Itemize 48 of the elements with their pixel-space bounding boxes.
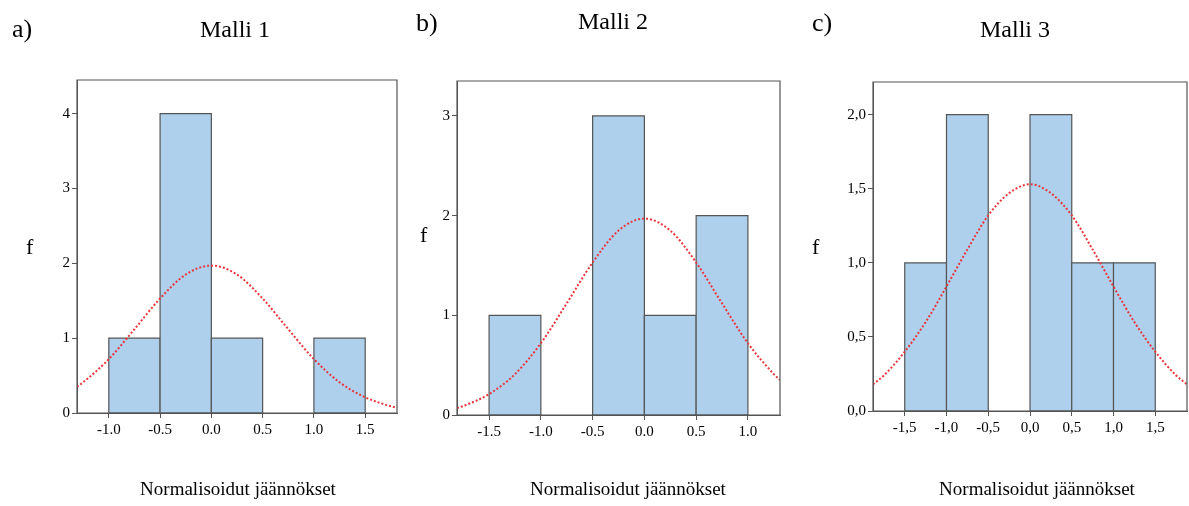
line-series (873, 183, 1187, 386)
text: b) (416, 8, 438, 38)
y-tick-label: 1,0 (847, 253, 866, 270)
x-tick-label: -0.5 (580, 422, 605, 439)
y-tick-label: 0,0 (847, 401, 866, 418)
x-tick-label: 0.5 (686, 422, 706, 439)
x-tick-label: 0,5 (1062, 418, 1082, 435)
chart-title: Malli 2 (578, 8, 648, 35)
x-tick-label: 1.0 (304, 420, 324, 437)
x-tick-label: 1,0 (1104, 418, 1123, 435)
y-axis-title: f (812, 234, 820, 260)
x-axis-title: Normalisoidut jäännökset (140, 478, 336, 500)
line-series (457, 217, 780, 410)
text: c) (812, 8, 833, 38)
y-tick-label: 1 (442, 306, 450, 323)
y-axis-title: f (26, 234, 34, 260)
y-tick-label: 3 (442, 106, 450, 123)
y-tick-label: 1,5 (847, 179, 866, 196)
x-tick-label: -1.0 (96, 420, 121, 437)
y-tick-label: 2 (62, 254, 70, 271)
x-tick-label: -0,5 (976, 418, 1001, 435)
y-tick-label: 4 (62, 104, 71, 121)
y-tick-label: 0 (442, 405, 450, 422)
y-axis-title: f (420, 222, 428, 248)
y-tick-label: 0,5 (847, 327, 866, 344)
y-tick-label: 1 (62, 329, 70, 346)
x-tick-label: 1,5 (1145, 418, 1165, 435)
x-tick-label: -0.5 (148, 420, 172, 437)
x-tick-label: -1.0 (528, 422, 553, 439)
x-tick-label: 0,0 (1020, 418, 1040, 435)
y-tick-label: 3 (62, 179, 70, 196)
line-series (77, 264, 397, 409)
x-axis-title: Normalisoidut jäännökset (939, 478, 1135, 500)
x-tick-label: -1,0 (934, 418, 959, 435)
x-tick-label: 1.5 (355, 420, 375, 437)
x-tick-label: 0.0 (635, 422, 654, 439)
x-tick-label: -1.5 (477, 422, 501, 439)
chart-title: Malli 3 (980, 16, 1050, 43)
x-axis-title: Normalisoidut jäännökset (530, 478, 726, 500)
x-tick-label: 0.0 (201, 420, 221, 437)
x-tick-label: 0.5 (253, 420, 273, 437)
chart-title: Malli 1 (200, 16, 270, 43)
y-tick-label: 0 (62, 403, 70, 420)
x-tick-label: -1,5 (892, 418, 917, 435)
y-tick-label: 2,0 (847, 105, 866, 122)
x-tick-label: 1.0 (738, 422, 758, 439)
y-tick-label: 2 (442, 206, 450, 223)
text: a) (12, 14, 33, 44)
